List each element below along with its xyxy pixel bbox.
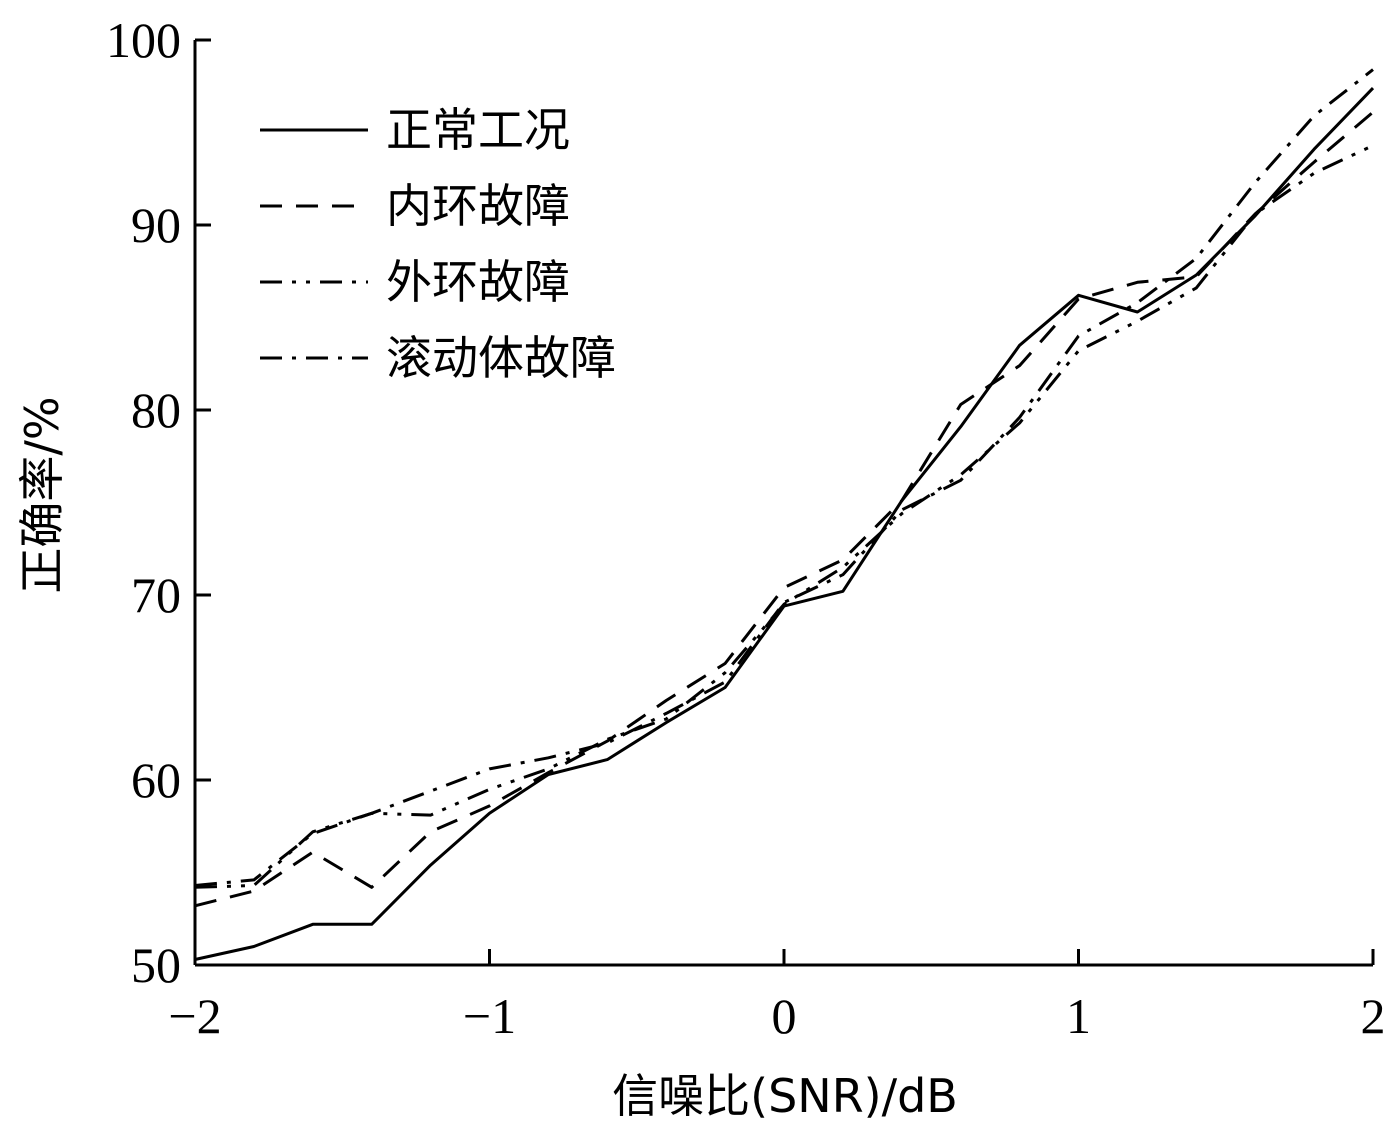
x-axis-title: 信噪比(SNR)/dB — [612, 1069, 958, 1123]
y-tick-label: 50 — [131, 937, 181, 993]
legend-label-3: 外环故障 — [386, 255, 570, 309]
y-tick-label: 70 — [131, 567, 181, 623]
x-tick-label: −2 — [168, 988, 221, 1044]
series-line-3 — [194, 144, 1374, 889]
legend-label-2: 内环故障 — [386, 179, 570, 233]
x-tick-label: 0 — [772, 988, 797, 1044]
legend-label-4: 滚动体故障 — [386, 331, 616, 385]
y-tick-label: 90 — [131, 197, 181, 253]
x-tick-label: 1 — [1066, 988, 1091, 1044]
series-line-2 — [194, 111, 1374, 908]
x-tick-label: 2 — [1361, 988, 1386, 1044]
legend-label-1: 正常工况 — [386, 103, 570, 157]
series-line-1 — [194, 87, 1375, 961]
plot-area — [195, 40, 1373, 965]
y-axis: 50 60 70 80 90 100 — [106, 12, 211, 993]
y-axis-title: 正确率/% — [15, 396, 69, 593]
y-tick-label: 80 — [131, 382, 181, 438]
y-tick-label: 100 — [106, 12, 181, 68]
x-tick-label: −1 — [463, 988, 516, 1044]
y-tick-label: 60 — [131, 752, 181, 808]
series-lines — [194, 68, 1375, 961]
x-axis: −2 −1 0 1 2 — [168, 949, 1386, 1044]
plot-background — [195, 40, 1373, 965]
series-line-4 — [194, 68, 1374, 887]
